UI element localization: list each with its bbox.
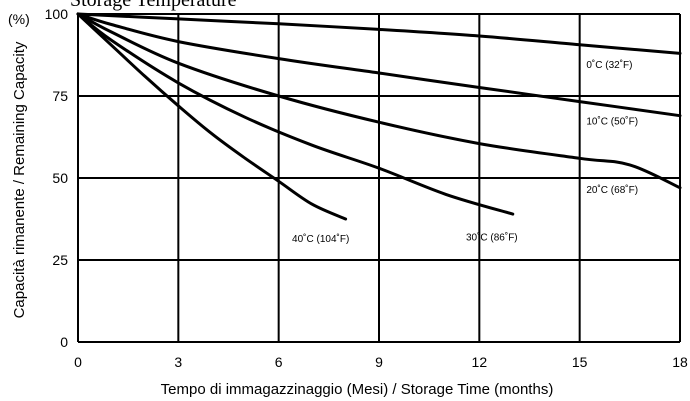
x-tick-label: 15 xyxy=(572,354,588,370)
series-label: 20˚C (68˚F) xyxy=(586,184,638,196)
y-tick-label: 75 xyxy=(52,88,68,104)
x-tick-label: 9 xyxy=(375,354,383,370)
x-tick-label: 18 xyxy=(672,354,688,370)
x-tick-label: 12 xyxy=(472,354,488,370)
series-label: 10˚C (50˚F) xyxy=(586,116,638,128)
x-tick-label: 0 xyxy=(74,354,82,370)
y-tick-label: 25 xyxy=(52,252,68,268)
series-label: 30˚C (86˚F) xyxy=(466,231,518,243)
x-tick-label: 3 xyxy=(174,354,182,370)
series-line xyxy=(76,12,682,55)
series-line xyxy=(76,12,682,118)
series-labels: 0˚C (32˚F) 10˚C (50˚F) 20˚C (68˚F) 30˚C (86… xyxy=(292,59,638,245)
x-axis-label: Tempo di immagazzinaggio (Mesi) / Storag… xyxy=(161,381,554,398)
series-line xyxy=(76,12,682,190)
y-axis-label: Capacità rimanente / Remaining Capacity xyxy=(11,41,28,318)
grid xyxy=(77,13,681,343)
header-fragment: Storage Temperature xyxy=(70,0,237,11)
y-tick-label: 0 xyxy=(60,334,68,350)
series-line xyxy=(76,12,348,221)
x-tick-label: 6 xyxy=(275,354,283,370)
series-label: 0˚C (32˚F) xyxy=(586,59,632,71)
y-tick-label: 50 xyxy=(52,170,68,186)
tick-labels: 0 3 6 9 12 15 18 0 25 50 75 100 xyxy=(45,6,688,370)
y-unit-label: (%) xyxy=(8,11,30,27)
y-tick-label: 100 xyxy=(45,6,69,22)
series-line xyxy=(76,12,515,216)
series-lines xyxy=(76,12,682,221)
series-label: 40˚C (104˚F) xyxy=(292,233,349,245)
